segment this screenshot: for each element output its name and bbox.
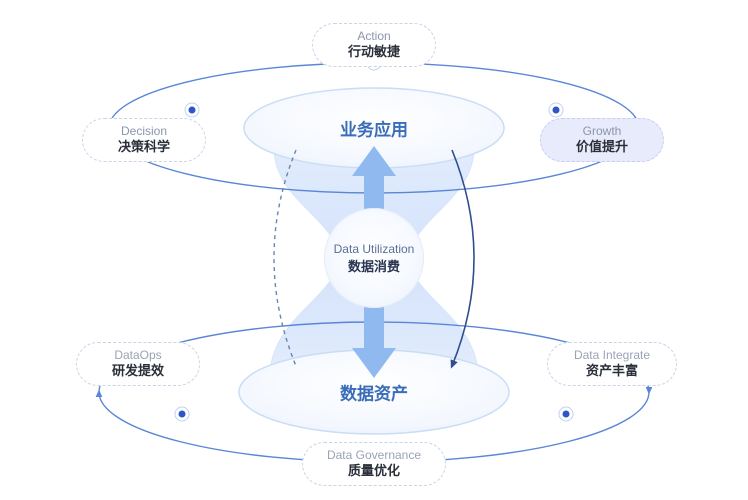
pill-zh: 质量优化 (348, 463, 400, 479)
pill-en: Data Integrate (574, 348, 650, 363)
center-zh: 数据消费 (348, 256, 400, 275)
pill-zh: 决策科学 (118, 139, 170, 155)
pill-zh: 行动敏捷 (348, 44, 400, 60)
center-en: Data Utilization (334, 242, 415, 256)
diagram-stage: 业务应用 数据资产 Data Utilization 数据消费 Action 行… (0, 0, 748, 500)
pill-en: Decision (121, 124, 167, 139)
bottom-platform-label: 数据资产 (340, 380, 408, 405)
pill-en: Growth (583, 124, 622, 139)
pill-growth: Growth 价值提升 (540, 118, 664, 162)
center-circle: Data Utilization 数据消费 (324, 208, 424, 308)
pill-data-integrate: Data Integrate 资产丰富 (547, 342, 677, 386)
pill-zh: 价值提升 (576, 139, 628, 155)
pill-en: Action (357, 29, 390, 44)
pill-decision: Decision 决策科学 (82, 118, 206, 162)
pill-en: Data Governance (327, 448, 421, 463)
pill-zh: 资产丰富 (586, 363, 638, 379)
pill-en: DataOps (114, 348, 161, 363)
pill-dataops: DataOps 研发提效 (76, 342, 200, 386)
pill-data-governance: Data Governance 质量优化 (302, 442, 446, 486)
pill-action: Action 行动敏捷 (312, 23, 436, 67)
pill-zh: 研发提效 (112, 363, 164, 379)
top-platform-label: 业务应用 (340, 116, 408, 141)
